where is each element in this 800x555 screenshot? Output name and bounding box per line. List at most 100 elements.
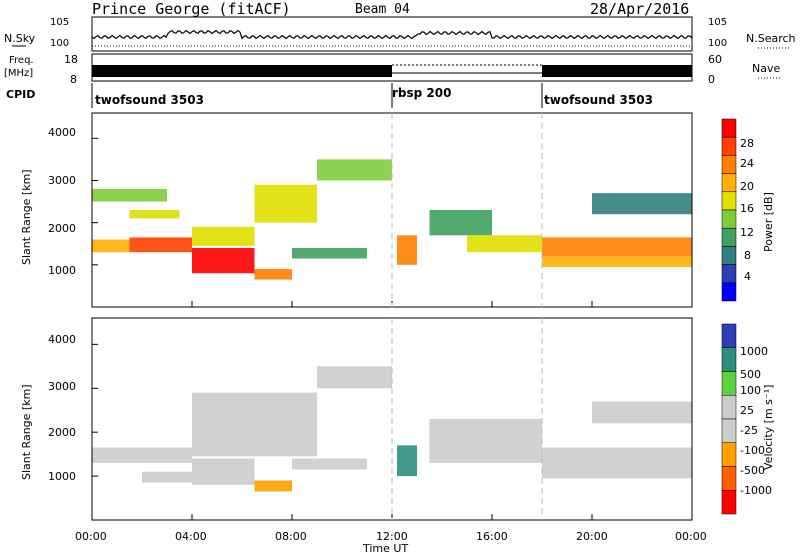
nsky-label: N.Sky (4, 32, 36, 45)
colorbar-0-3 (721, 173, 737, 193)
band-0-14 (542, 256, 692, 267)
velocity-ytick-2000: 2000 (48, 426, 76, 439)
power-ylabel: Slant Range [km] (20, 169, 33, 265)
freq-tick-bottom-left: 8 (70, 73, 77, 86)
band-1-2 (317, 366, 392, 389)
freq-tick-bottom-right: 0 (708, 73, 715, 86)
freq-label: Freq. (9, 55, 34, 66)
xtick-6: 00:00 (675, 530, 707, 543)
vel-cb-1000: 1000 (740, 345, 768, 358)
noise-tick-bottom-left: 100 (50, 38, 70, 49)
noise-panel-frame (91, 16, 693, 52)
noise-trace (91, 29, 693, 40)
band-0-4 (317, 159, 392, 181)
colorbar-1-4 (721, 418, 737, 443)
velocity-ytick-3000: 3000 (48, 380, 76, 393)
xtick-4: 16:00 (476, 530, 508, 543)
noise-tick-top-left: 105 (50, 17, 70, 28)
power-cb-16: 16 (740, 202, 754, 215)
band-0-2 (192, 226, 255, 246)
power-cb-12: 12 (740, 226, 754, 239)
band-1-0 (92, 447, 192, 463)
nave-label: Nave (752, 62, 781, 75)
velocity-ylabel: Slant Range [km] (20, 384, 33, 480)
colorbar-0-9 (721, 282, 737, 302)
band-1-7 (397, 445, 417, 477)
xtick-5: 20:00 (576, 530, 608, 543)
band-1-6 (292, 458, 367, 470)
band-1-8 (429, 419, 542, 463)
velocity-ytick-1000: 1000 (48, 470, 76, 483)
band-1-10 (592, 401, 692, 424)
beam-title: Beam 04 (355, 2, 410, 17)
freq-bar-1 (92, 65, 392, 77)
colorbar-0-4 (721, 191, 737, 211)
power-ytick-1000: 1000 (48, 264, 76, 277)
band-0-12 (467, 235, 542, 253)
vel-cb-m25: -25 (740, 424, 758, 437)
power-cb-4: 4 (744, 270, 751, 283)
band-0-11 (429, 210, 492, 236)
vel-cb-100: 100 (740, 384, 761, 397)
freq-unit-label: [MHz] (4, 68, 34, 79)
station-title: Prince George (fitACF) (92, 0, 291, 18)
colorbar-1-6 (721, 466, 737, 491)
colorbar-0-5 (721, 209, 737, 229)
band-0-13 (542, 237, 692, 257)
band-1-9 (542, 447, 692, 479)
vel-cb-500: 500 (740, 368, 761, 381)
velocity-ytick-4000: 4000 (48, 333, 76, 346)
cpid-segment-2: rbsp 200 (392, 86, 452, 100)
colorbar-0-1 (721, 136, 737, 156)
power-cb-28: 28 (740, 137, 754, 150)
cpid-segment-3: twofsound 3503 (544, 93, 653, 107)
band-0-3 (254, 184, 317, 223)
noise-tick-bottom-right: 100 (708, 38, 728, 49)
freq-tick-top-left: 18 (64, 53, 78, 66)
xtick-0: 00:00 (75, 530, 107, 543)
band-0-9 (129, 210, 180, 219)
vel-cb-m500: -500 (740, 464, 765, 477)
band-0-15 (592, 193, 692, 215)
colorbar-1-7 (721, 490, 737, 515)
xaxis-label: Time UT (363, 542, 409, 555)
cpid-label: CPID (6, 88, 36, 101)
colorbar-0-2 (721, 155, 737, 174)
vel-cb-m1000: -1000 (740, 484, 772, 497)
freq-bar-2 (542, 65, 692, 77)
band-0-7 (292, 247, 367, 259)
band-1-4 (254, 480, 292, 492)
xtick-2: 08:00 (275, 530, 307, 543)
band-1-3 (192, 458, 255, 485)
power-cb-8: 8 (744, 249, 751, 262)
colorbar-0-7 (721, 246, 737, 265)
band-1-5 (142, 471, 192, 483)
power-ytick-2000: 2000 (48, 222, 76, 235)
vel-cb-m100: -100 (740, 444, 765, 457)
power-ytick-4000: 4000 (48, 126, 76, 139)
cpid-segment-1: twofsound 3503 (95, 93, 204, 107)
colorbar-1-2 (721, 371, 737, 396)
xtick-3: 12:00 (376, 530, 408, 543)
band-0-6 (254, 269, 292, 280)
power-ytick-3000: 3000 (48, 174, 76, 187)
power-cb-label: Power [dB] (762, 192, 775, 252)
colorbar-1-5 (721, 442, 737, 467)
colorbar-1-1 (721, 347, 737, 372)
power-cb-20: 20 (740, 180, 754, 193)
velocity-cb-label: Velocity [m s⁻¹] (762, 384, 775, 470)
noise-tick-top-right: 105 (708, 17, 728, 28)
colorbar-0-6 (721, 227, 737, 247)
colorbar-0-8 (721, 264, 737, 284)
band-0-0 (92, 239, 130, 253)
band-1-1 (192, 392, 317, 457)
xtick-1: 04:00 (175, 530, 207, 543)
colorbar-0-0 (721, 118, 737, 138)
colorbar-1-3 (721, 395, 737, 420)
colorbar-1-0 (721, 323, 737, 348)
band-0-8 (92, 188, 167, 202)
freq-tick-top-right: 60 (708, 53, 722, 66)
band-0-5 (192, 247, 255, 274)
band-0-1 (129, 237, 192, 253)
